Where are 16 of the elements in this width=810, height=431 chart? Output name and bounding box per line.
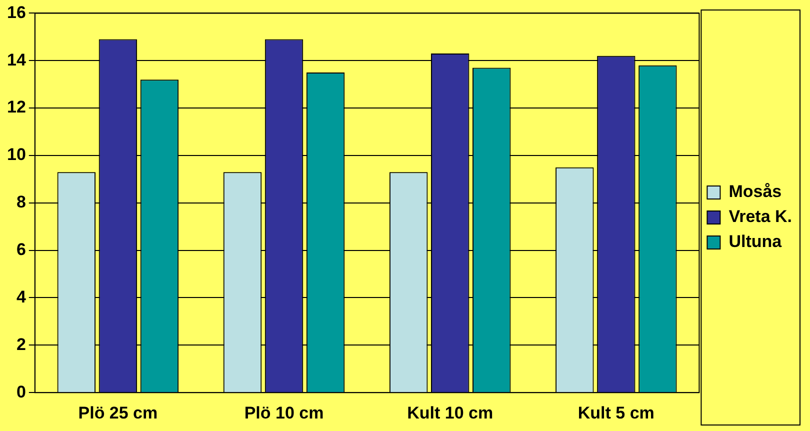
y-tick-label: 8	[16, 192, 26, 212]
y-tick-label: 12	[6, 98, 26, 117]
x-tick-label: Kult 5 cm	[578, 403, 654, 422]
x-tick-label: Plö 25 cm	[78, 403, 158, 422]
x-tick-label: Plö 10 cm	[244, 403, 324, 422]
y-tick-label: 6	[16, 240, 26, 260]
y-tick-label: 16	[6, 2, 26, 22]
legend-label: Vreta K.	[728, 207, 792, 226]
y-tick-label: 10	[6, 145, 26, 164]
legend-label: Ultuna	[728, 232, 782, 252]
y-tick-label: 2	[16, 334, 26, 354]
legend-label: Mosås	[728, 182, 782, 202]
y-tick-label: 14	[6, 50, 26, 70]
y-tick-label: 0	[16, 382, 26, 402]
y-tick-label: 4	[16, 287, 26, 306]
x-tick-label: Kult 10 cm	[407, 403, 494, 422]
